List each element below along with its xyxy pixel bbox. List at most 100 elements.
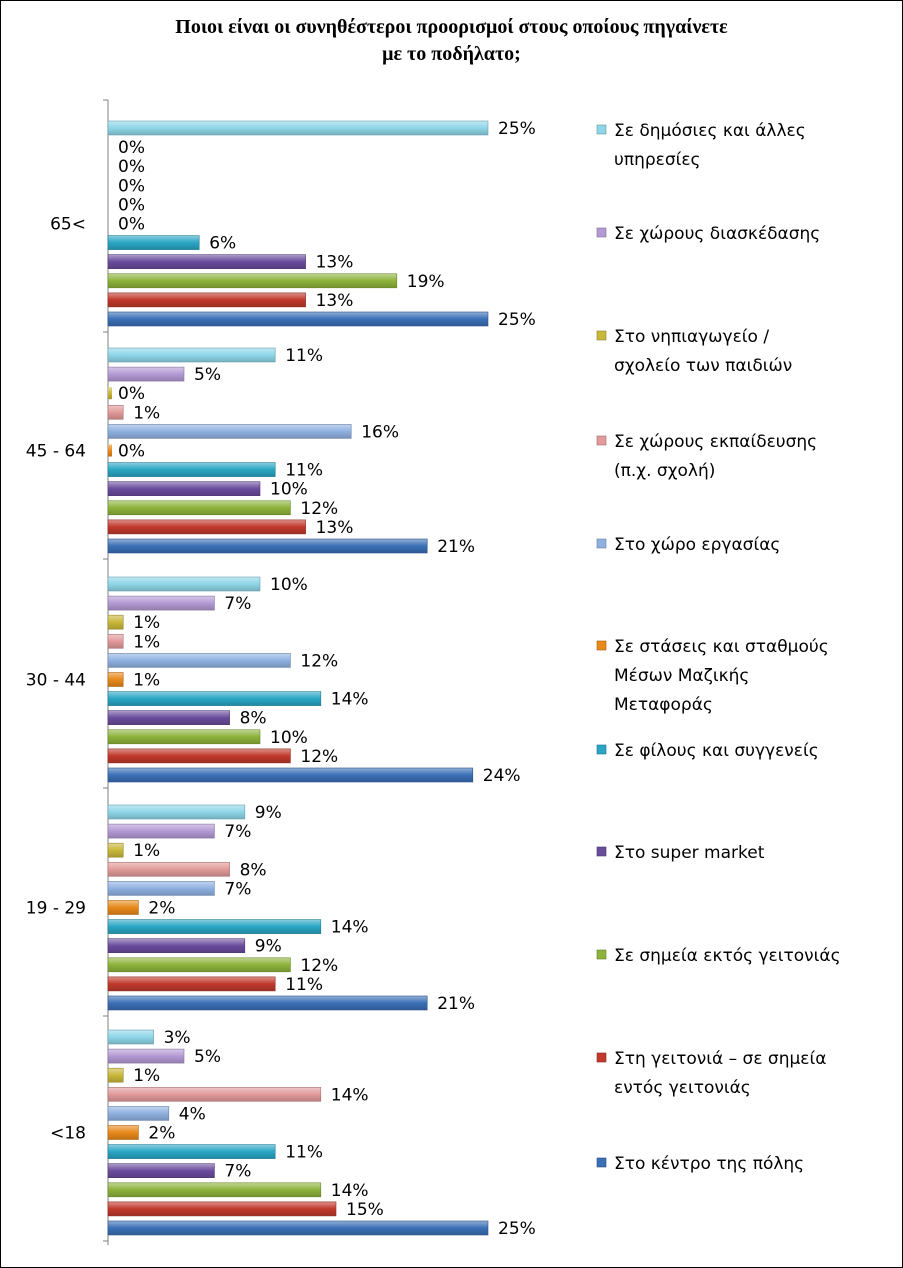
legend-swatch <box>596 227 607 238</box>
bar <box>107 842 124 858</box>
legend-label: εντός γειτονιάς <box>614 1078 751 1098</box>
legend-label: Μεταφοράς <box>614 695 713 715</box>
data-label: 7% <box>224 822 251 842</box>
data-label: 14% <box>331 918 369 938</box>
data-label: 0% <box>118 138 145 158</box>
legend-swatch <box>596 846 607 857</box>
bar <box>107 900 139 915</box>
legend-label: Στο super market <box>614 843 765 863</box>
bar <box>107 804 246 820</box>
bar <box>107 653 291 668</box>
legend-label: σχολείο των παιδιών <box>614 356 792 376</box>
bar <box>107 1029 154 1045</box>
legend-swatch <box>596 538 607 549</box>
legend-label: Σε χώρους διασκέδασης <box>614 224 820 244</box>
data-label: 1% <box>133 671 160 691</box>
bar <box>107 672 124 687</box>
data-label: 15% <box>346 1200 384 1220</box>
legend-label: Στο κέντρο της πόλης <box>614 1154 804 1174</box>
bar <box>107 424 352 439</box>
chart-title-line-2: με το ποδήλατο; <box>382 43 521 65</box>
bar <box>107 462 276 477</box>
bar <box>107 767 474 783</box>
bar <box>107 1201 337 1217</box>
bar <box>107 235 200 250</box>
data-label: 25% <box>498 119 536 139</box>
legend-label: Σε δημόσιες και άλλες <box>614 121 806 141</box>
chart-title-line-1: Ποιοι είναι οι συνηθέστεροι προορισμοί σ… <box>175 16 728 38</box>
bar <box>107 120 489 136</box>
bar <box>107 691 322 706</box>
data-label: 11% <box>285 346 323 366</box>
legend-swatch <box>596 744 607 755</box>
legend-label: (π.χ. σχολή) <box>614 461 715 481</box>
bar <box>107 1106 170 1121</box>
bar <box>107 633 124 649</box>
bar <box>107 710 230 726</box>
data-label: 1% <box>133 1066 160 1086</box>
bar <box>107 1220 489 1236</box>
bar <box>107 254 306 269</box>
legend-label: Σε σημεία εκτός γειτονιάς <box>614 946 841 966</box>
data-label: 10% <box>270 575 308 595</box>
legend-label: Σε χώρους εκπαίδευσης <box>614 432 817 452</box>
legend-swatch <box>596 1052 607 1063</box>
y-tick-label: 19 - 29 <box>26 899 86 919</box>
bar <box>107 311 489 327</box>
bar <box>107 881 215 896</box>
data-label: 21% <box>437 994 475 1014</box>
bar <box>107 995 428 1011</box>
data-label: 21% <box>437 537 475 557</box>
bar <box>107 957 291 973</box>
bar <box>107 366 185 382</box>
data-label: 0% <box>118 195 145 215</box>
bar <box>107 1182 322 1198</box>
data-label: 0% <box>118 384 145 404</box>
bar <box>107 729 261 745</box>
data-label: 4% <box>179 1104 206 1124</box>
legend-swatch <box>596 435 607 446</box>
data-label: 1% <box>133 613 160 633</box>
data-label: 24% <box>483 766 521 786</box>
legend-swatch <box>596 330 607 341</box>
bar <box>107 481 261 497</box>
data-label: 1% <box>133 841 160 861</box>
legend-label: υπηρεσίες <box>614 150 701 170</box>
data-label: 1% <box>133 403 160 423</box>
legend-swatch <box>596 640 607 651</box>
bar <box>107 748 291 764</box>
data-label: 11% <box>285 1143 323 1163</box>
bar <box>108 444 112 457</box>
data-label: 8% <box>240 709 267 729</box>
bar <box>107 823 215 839</box>
data-label: 25% <box>498 1219 536 1239</box>
bar <box>107 519 306 535</box>
bar <box>107 347 276 363</box>
data-label: 10% <box>270 480 308 500</box>
legend-label: Στη γειτονιά – σε σημεία <box>614 1049 826 1069</box>
data-label: 12% <box>300 499 338 519</box>
data-label: 19% <box>407 272 445 292</box>
data-label: 2% <box>148 899 175 919</box>
data-label: 13% <box>316 518 354 538</box>
data-label: 2% <box>148 1124 175 1144</box>
data-label: 13% <box>316 253 354 273</box>
data-label: 12% <box>300 956 338 976</box>
bar <box>107 576 261 592</box>
legend-label: Στο χώρο εργασίας <box>614 535 780 555</box>
data-label: 14% <box>331 690 369 710</box>
data-label: 12% <box>300 747 338 767</box>
bar <box>107 1125 139 1140</box>
y-tick-label: 30 - 44 <box>26 671 86 691</box>
bar <box>108 387 112 400</box>
legend-label: Σε στάσεις και σταθμούς <box>614 637 829 657</box>
data-label: 6% <box>209 234 236 254</box>
data-label: 0% <box>118 157 145 177</box>
data-label: 9% <box>255 937 282 957</box>
bar <box>107 1163 215 1178</box>
bar <box>107 614 124 630</box>
data-label: 0% <box>118 215 145 235</box>
data-label: 13% <box>316 291 354 311</box>
bar <box>107 1067 124 1083</box>
data-label: 5% <box>194 1047 221 1067</box>
